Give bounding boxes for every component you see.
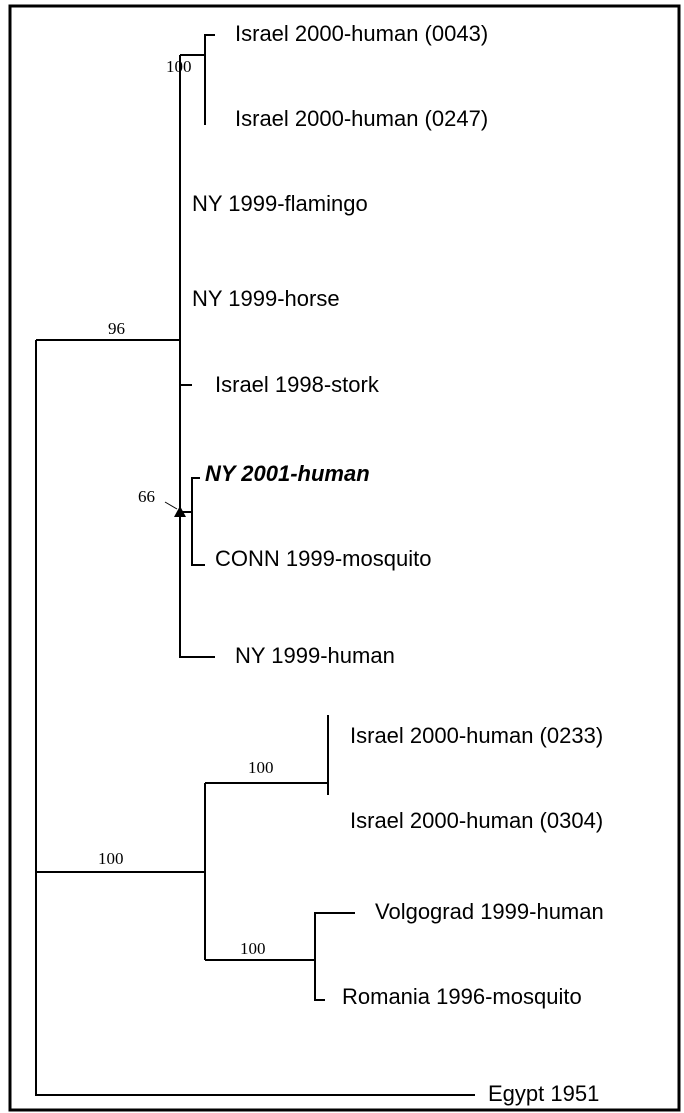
leaf-label: Israel 2000-human (0304) <box>350 808 603 833</box>
leaf-label: Israel 2000-human (0247) <box>235 106 488 131</box>
bootstrap-label: 100 <box>166 57 192 76</box>
bootstrap-label: 66 <box>138 487 155 506</box>
leaf-label: Israel 2000-human (0043) <box>235 21 488 46</box>
frame <box>8 4 681 1112</box>
leaf-label: NY 1999-flamingo <box>192 191 368 216</box>
branches <box>35 34 475 1096</box>
leaf-label: Israel 2000-human (0233) <box>350 723 603 748</box>
leaf-label: NY 1999-horse <box>192 286 340 311</box>
leaf-label: NY 1999-human <box>235 643 395 668</box>
bootstrap-label: 96 <box>108 319 125 338</box>
node-marker <box>174 506 186 517</box>
leaf-label: NY 2001-human <box>205 461 370 486</box>
leaf-label: Romania 1996-mosquito <box>342 984 582 1009</box>
leaf-label: Volgograd 1999-human <box>375 899 604 924</box>
bootstrap-label: 100 <box>98 849 124 868</box>
leaf-label: Egypt 1951 <box>488 1081 599 1106</box>
bootstrap-label: 100 <box>240 939 266 958</box>
leaf-label: CONN 1999-mosquito <box>215 546 431 571</box>
bootstrap-label: 100 <box>248 758 274 777</box>
leaf-label: Israel 1998-stork <box>215 372 380 397</box>
